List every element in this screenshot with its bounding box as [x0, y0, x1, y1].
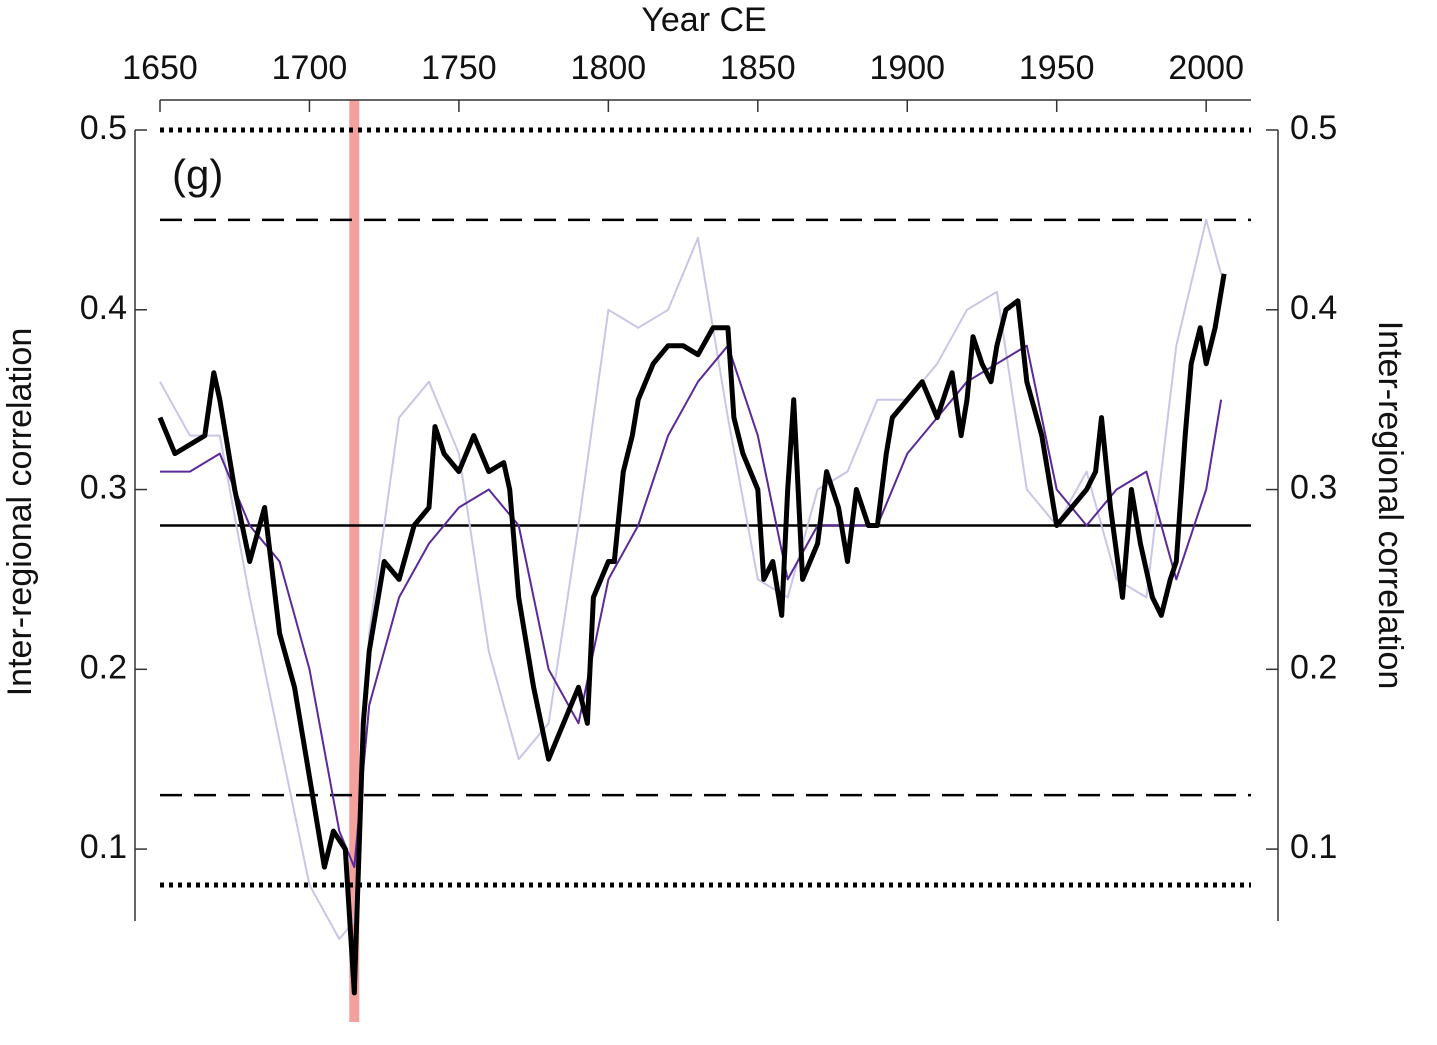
y-tick-label: 0.4 — [80, 289, 127, 327]
x-tick-label: 2000 — [1168, 49, 1244, 87]
highlight-band — [349, 100, 360, 1022]
y-tick-label: 0.1 — [80, 828, 127, 866]
x-tick-label: 1950 — [1019, 49, 1095, 87]
y-tick-label: 0.2 — [80, 648, 127, 686]
x-tick-label: 1900 — [869, 49, 945, 87]
y-tick-label: 0.5 — [80, 109, 127, 147]
y2-tick-label: 0.5 — [1290, 109, 1337, 147]
x-tick-label: 1850 — [720, 49, 796, 87]
x-tick-label: 1750 — [421, 49, 497, 87]
y2-axis-label: Inter-regional correlation — [1371, 321, 1409, 690]
y-tick-label: 0.3 — [80, 469, 127, 507]
x-axis-label: Year CE — [641, 1, 766, 39]
series-line — [157, 273, 1227, 996]
series-line — [159, 218, 1223, 940]
y2-tick-label: 0.4 — [1290, 289, 1337, 327]
y2-tick-label: 0.1 — [1290, 828, 1337, 866]
x-tick-label: 1650 — [122, 49, 198, 87]
panel-label: (g) — [172, 151, 223, 198]
series-line — [160, 344, 1223, 869]
x-tick-label: 1700 — [272, 49, 348, 87]
x-tick-label: 1800 — [571, 49, 647, 87]
y2-tick-label: 0.2 — [1290, 648, 1337, 686]
y2-tick-label: 0.3 — [1290, 469, 1337, 507]
y-axis-label: Inter-regional correlation — [1, 328, 39, 697]
